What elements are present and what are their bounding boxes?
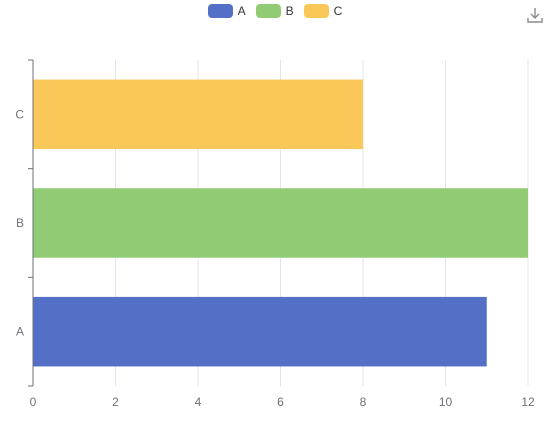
legend-label-b: B (285, 4, 294, 18)
bar-c (33, 79, 363, 150)
legend-swatch-a (207, 4, 233, 18)
x-tick-label-10: 10 (439, 395, 453, 409)
x-tick-label-0: 0 (30, 395, 37, 409)
x-tick-label-4: 4 (195, 395, 202, 409)
y-tick-label-c: C (15, 107, 24, 121)
y-tick-label-b: B (16, 216, 24, 230)
legend-swatch-b (255, 4, 281, 18)
legend: A B C (0, 4, 550, 18)
x-tick-label-12: 12 (521, 395, 535, 409)
legend-item-b[interactable]: B (255, 4, 294, 18)
legend-label-a: A (237, 4, 246, 18)
x-tick-label-8: 8 (360, 395, 367, 409)
legend-label-c: C (333, 4, 343, 18)
x-tick-label-6: 6 (277, 395, 284, 409)
bar-b (33, 188, 528, 258)
download-icon[interactable] (526, 6, 544, 24)
x-tick-label-2: 2 (112, 395, 119, 409)
legend-swatch-c (303, 4, 329, 18)
bar-a (33, 296, 487, 367)
legend-item-a[interactable]: A (207, 4, 246, 18)
legend-item-c[interactable]: C (303, 4, 343, 18)
y-tick-label-a: A (16, 325, 24, 339)
